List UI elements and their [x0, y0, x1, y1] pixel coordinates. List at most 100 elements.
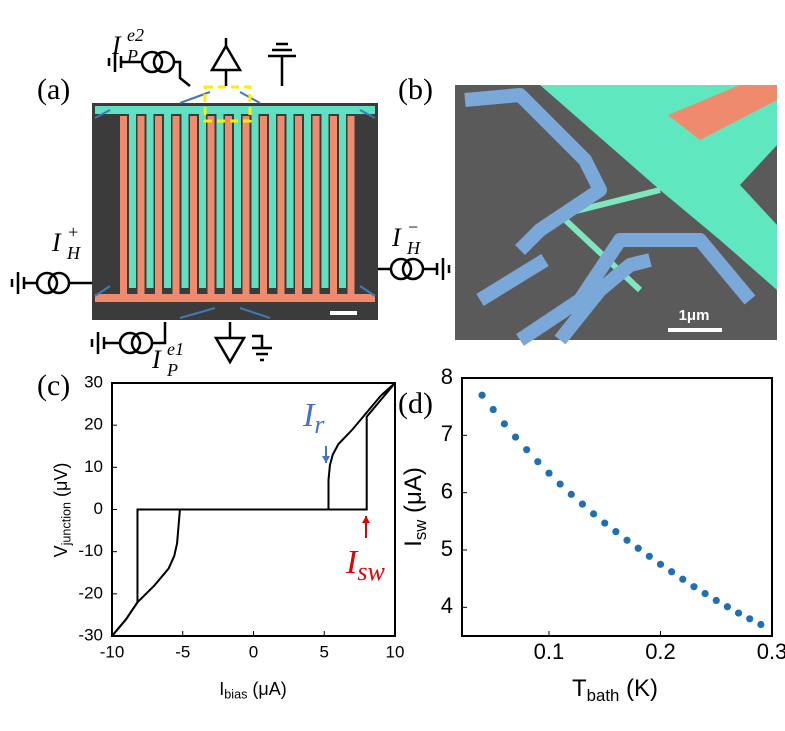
annotation-arrowhead — [322, 456, 330, 463]
label-sup: − — [407, 217, 419, 237]
x-tick-label: -5 — [175, 642, 190, 661]
finger — [146, 112, 154, 288]
x-tick-label: -10 — [100, 642, 125, 661]
y-tick-label: 10 — [84, 457, 103, 476]
y-tick-label: -20 — [78, 583, 103, 602]
axis-label: Ibias (μA) — [219, 679, 287, 702]
data-point — [489, 405, 497, 414]
axis-label: Vjunction (μV) — [51, 463, 74, 558]
plot-frame — [461, 377, 773, 637]
data-point — [612, 528, 620, 536]
finger — [164, 112, 171, 288]
label-base: I — [51, 228, 62, 257]
axis-label: Isw (μA) — [400, 467, 430, 547]
scale-bar-label: 1μm — [679, 307, 710, 324]
y-tick-label: 20 — [84, 415, 103, 434]
annotation: Ir — [302, 397, 325, 439]
data-point — [723, 603, 731, 611]
data-point — [668, 568, 676, 576]
y-tick-label: 7 — [441, 421, 453, 446]
axis-label: Tbath (K) — [572, 675, 658, 705]
data-point — [478, 391, 486, 399]
finger — [260, 116, 267, 296]
y-tick-label: 6 — [441, 478, 453, 503]
panel-label: (a) — [37, 73, 70, 106]
data-point — [589, 510, 598, 518]
x-tick-label: 0.1 — [534, 639, 565, 664]
axis-label-unit: (μV) — [51, 463, 71, 502]
device-image — [92, 85, 378, 320]
circuit-schematic — [10, 38, 451, 365]
data-point — [690, 583, 698, 591]
finger — [312, 116, 320, 296]
label-sup: e1 — [167, 339, 184, 359]
axis-label-sub: sw — [412, 519, 431, 540]
annotation-arrowhead — [362, 516, 370, 523]
label-sub: H — [406, 238, 421, 258]
axis-label-main: I — [219, 679, 224, 699]
data-point — [645, 552, 653, 560]
annotation-sub: sw — [357, 557, 385, 586]
finger — [225, 116, 232, 296]
finger — [199, 112, 206, 288]
finger — [172, 116, 180, 296]
y-tick-label: 8 — [441, 364, 453, 389]
panel-label: (b) — [398, 73, 433, 106]
data-point — [578, 500, 587, 508]
data-point — [734, 609, 743, 617]
label-sub: P — [126, 46, 138, 66]
y-tick-label: 4 — [441, 593, 453, 618]
finger — [120, 116, 127, 296]
data-point — [545, 469, 553, 477]
axis-label-main: V — [51, 545, 71, 557]
y-tick-label: 0 — [94, 499, 103, 518]
finger — [181, 112, 189, 288]
data-point — [757, 620, 765, 629]
annotation-sub: r — [314, 410, 325, 439]
label-sub: P — [166, 360, 178, 380]
finger — [155, 116, 162, 296]
label-base: I — [391, 223, 402, 252]
y-tick-label: -30 — [78, 625, 103, 644]
data-line — [111, 382, 396, 637]
finger — [330, 116, 337, 296]
axis-label-sub: junction — [60, 502, 74, 546]
data-point — [746, 615, 754, 623]
data-point — [556, 480, 564, 488]
finger — [286, 112, 294, 288]
label-sub: H — [66, 243, 81, 263]
data-point — [701, 589, 709, 598]
data-point — [623, 536, 631, 544]
finger — [304, 112, 311, 288]
data-point — [567, 490, 575, 498]
finger — [234, 112, 241, 288]
x-tick-label: 10 — [386, 642, 405, 661]
axis-label-unit: (μA) — [400, 467, 427, 520]
finger — [190, 116, 197, 296]
data-point — [534, 458, 542, 466]
annotation-main: I — [345, 544, 359, 581]
data-point — [511, 433, 520, 441]
data-point — [679, 575, 687, 583]
finger — [242, 116, 250, 296]
axis-label-sub: bath — [587, 687, 620, 706]
axis-label-unit: (μA) — [247, 679, 286, 699]
sem-image — [455, 85, 777, 346]
finger — [321, 112, 329, 288]
data-point — [601, 519, 609, 527]
data-point — [712, 596, 720, 605]
y-tick-label: 5 — [441, 536, 453, 561]
finger — [295, 116, 302, 296]
panel-label: (c) — [37, 369, 70, 402]
finger — [269, 112, 276, 288]
finger — [277, 116, 285, 296]
data-point — [500, 420, 508, 428]
x-tick-label: 0.2 — [645, 639, 676, 664]
label-base: I — [151, 345, 162, 374]
finger — [251, 112, 259, 288]
y-tick-label: 30 — [84, 372, 103, 391]
axis-label-main: T — [572, 675, 587, 702]
annotation: Isw — [345, 544, 385, 586]
annotation-main: I — [302, 397, 316, 434]
